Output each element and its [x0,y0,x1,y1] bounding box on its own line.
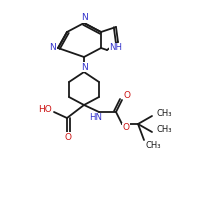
Text: CH₃: CH₃ [156,110,172,118]
Text: N: N [82,14,88,22]
Text: CH₃: CH₃ [156,126,172,134]
Text: HN: HN [90,114,102,122]
Text: CH₃: CH₃ [145,140,161,150]
Text: HO: HO [38,106,52,114]
Text: N: N [81,62,87,72]
Text: O: O [124,90,130,99]
Text: NH: NH [110,44,122,52]
Text: O: O [64,132,72,142]
Text: N: N [50,43,56,51]
Text: O: O [122,123,130,132]
